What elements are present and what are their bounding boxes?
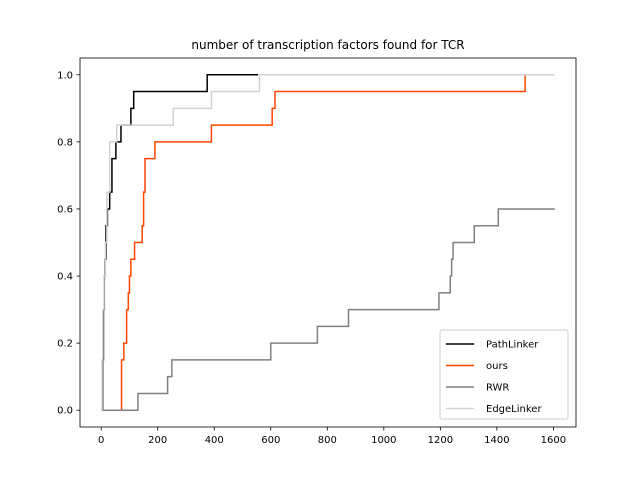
y-tick-label: 1.0 [57,70,73,81]
y-tick-label: 0.2 [57,339,73,350]
x-tick-label: 1000 [371,435,396,446]
series-layer [101,74,555,411]
x-tick-label: 1200 [428,435,453,446]
legend-label-edgelinker: EdgeLinker [486,404,542,415]
series-line-edgelinker [101,74,555,411]
y-tick-label: 0.6 [57,204,73,215]
y-tick-label: 0.8 [57,137,73,148]
legend-box [439,329,569,420]
legend-label-ours: ours [486,361,508,372]
x-tick-label: 200 [148,435,167,446]
y-tick-label: 0.4 [57,272,73,283]
plot-frame [79,57,577,428]
x-tick-label: 800 [318,435,337,446]
chart-title: number of transcription factors found fo… [191,38,464,52]
legend-label-pathlinker: PathLinker [486,340,539,351]
y-tick-label: 0.0 [57,406,73,417]
x-axis: 0 200 400 600 800 1000 1200 1400 1600 [98,427,566,446]
x-tick-label: 1600 [541,435,566,446]
x-tick-label: 1400 [484,435,509,446]
legend-label-rwr: RWR [486,383,509,394]
y-axis: 0.0 0.2 0.4 0.6 0.8 1.0 [57,70,80,417]
legend: PathLinker ours RWR EdgeLinker [439,329,569,420]
x-tick-label: 400 [205,435,224,446]
series-line-ours [101,74,526,411]
series-line-rwr [101,208,555,411]
x-tick-label: 0 [98,435,104,446]
legend-items: PathLinker ours RWR EdgeLinker [446,340,542,415]
x-tick-label: 600 [261,435,280,446]
